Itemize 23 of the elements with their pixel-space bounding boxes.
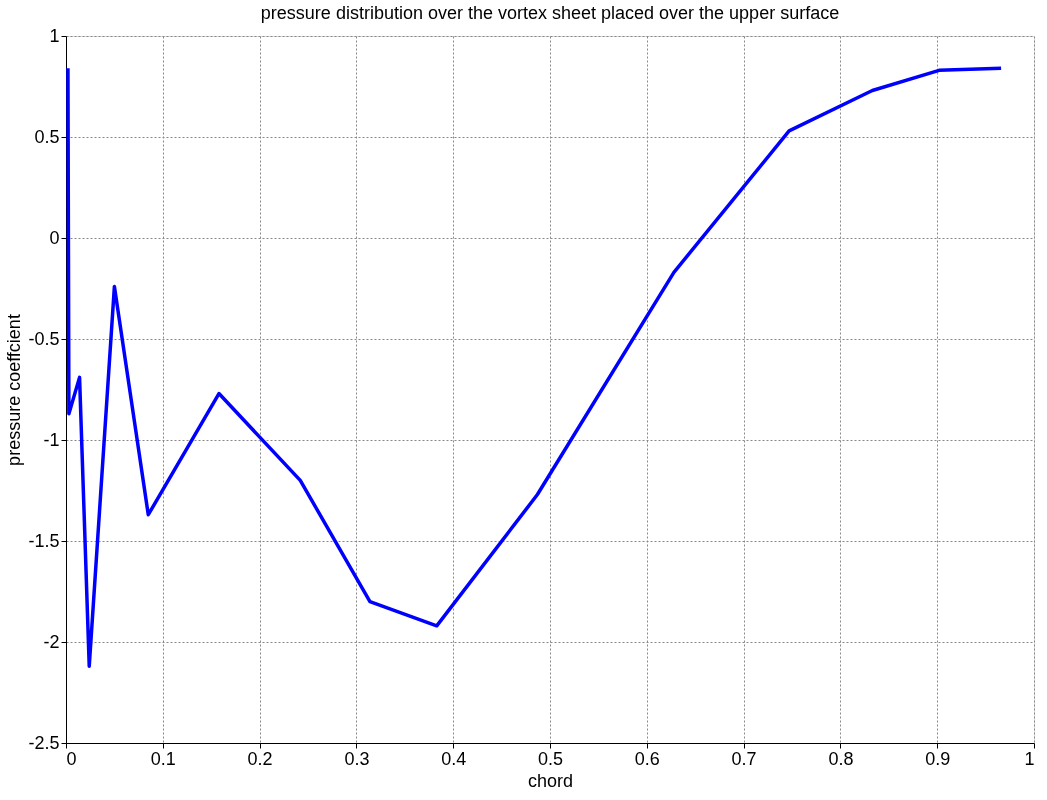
x-tick-label: 0.4 xyxy=(441,748,467,769)
x-tick-label: 1 xyxy=(1024,748,1035,769)
x-tick-label: 0.1 xyxy=(150,748,176,769)
x-tick-label: 0.5 xyxy=(537,748,564,769)
y-tick-label: -2 xyxy=(43,631,60,652)
x-tick-label: 0.2 xyxy=(247,748,273,769)
x-tick-label: 0.6 xyxy=(634,748,660,769)
x-tick-label: 0.9 xyxy=(925,748,951,769)
y-tick-label: -1 xyxy=(43,429,60,450)
y-tick-label: 1 xyxy=(49,25,60,46)
y-tick-label: 0 xyxy=(49,227,60,248)
y-tick-label: -1.5 xyxy=(28,530,60,551)
chart-title: pressure distribution over the vortex sheet placed over the upper surface xyxy=(260,3,840,23)
x-tick-label: 0.3 xyxy=(344,748,370,769)
x-tick-label: 0 xyxy=(66,748,77,769)
line-series xyxy=(66,66,1003,668)
x-tick-label: 0.7 xyxy=(731,748,757,769)
y-tick-label: 0.5 xyxy=(34,126,60,147)
x-tick-label: 0.8 xyxy=(828,748,854,769)
x-axis-title: chord xyxy=(527,770,574,791)
y-tick-label: -0.5 xyxy=(28,328,60,349)
y-tick-label: -2.5 xyxy=(28,732,60,753)
y-axis-title: pressure coeffcient xyxy=(4,314,25,466)
